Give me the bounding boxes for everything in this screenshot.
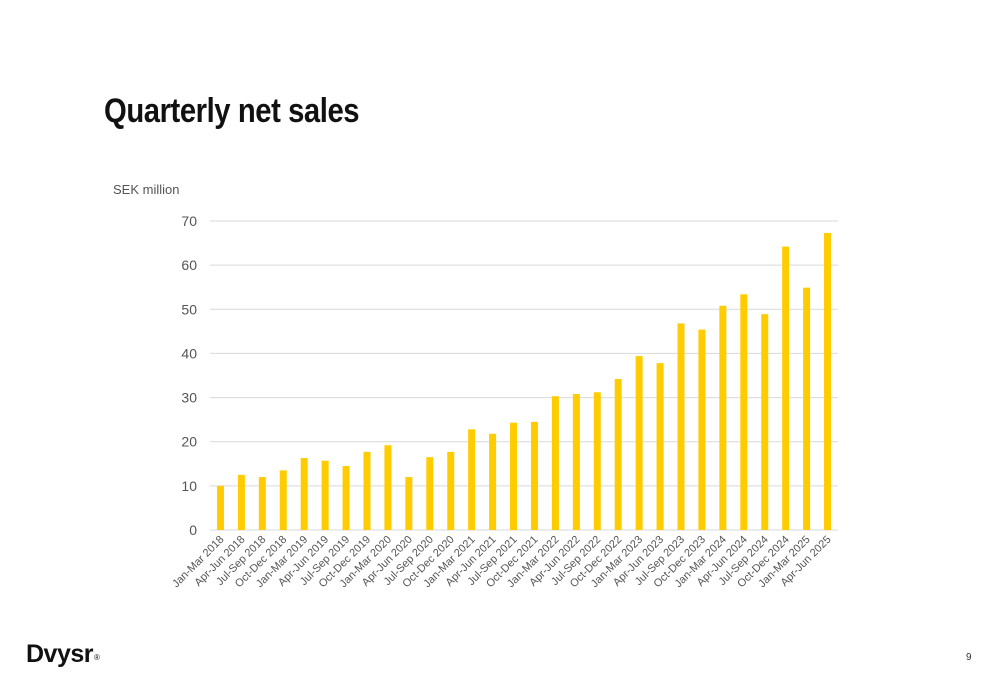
y-tick-label: 20 <box>181 434 197 450</box>
bar <box>572 394 580 530</box>
bar <box>405 477 413 530</box>
bar <box>258 477 266 530</box>
logo-text: Dvysr <box>26 640 94 668</box>
bar <box>363 451 371 530</box>
bar <box>321 460 329 530</box>
y-tick-label: 50 <box>181 301 197 317</box>
y-tick-label: 60 <box>181 257 197 273</box>
bar-chart: SEK million 0 10 20 30 40 50 60 70 Jan-Mar 2018… <box>113 182 838 590</box>
bar <box>530 421 538 530</box>
bar <box>551 396 559 530</box>
bar <box>426 457 434 530</box>
page-number: 9 <box>966 652 972 663</box>
y-tick-label: 70 <box>181 213 197 229</box>
bar <box>279 470 287 530</box>
bar <box>447 451 455 530</box>
bar <box>593 392 601 530</box>
y-axis-label: SEK million <box>113 182 179 197</box>
bar <box>803 287 811 530</box>
y-tick-labels: 0 10 20 30 40 50 60 70 <box>181 213 197 538</box>
registered-mark: ® <box>94 653 100 662</box>
bar <box>635 356 643 530</box>
y-tick-label: 10 <box>181 478 197 494</box>
bar <box>677 323 685 530</box>
company-logo: Dvysr® <box>26 640 100 669</box>
bar <box>614 379 622 530</box>
bar <box>782 246 790 531</box>
bar <box>656 363 664 530</box>
bar <box>237 474 245 530</box>
bar <box>824 232 832 530</box>
bar <box>698 329 706 530</box>
y-tick-label: 30 <box>181 390 197 406</box>
y-tick-label: 0 <box>189 522 197 538</box>
page-title: Quarterly net sales <box>104 92 360 130</box>
bar <box>216 485 224 530</box>
bar <box>342 465 350 530</box>
bar <box>719 305 727 530</box>
gridlines <box>210 220 838 531</box>
bar <box>300 458 308 530</box>
bar <box>384 445 392 530</box>
bar <box>740 294 748 530</box>
y-tick-label: 40 <box>181 345 197 361</box>
bar <box>510 422 518 530</box>
bar <box>468 429 476 530</box>
bar <box>761 314 769 530</box>
bar <box>489 433 497 530</box>
bars <box>216 232 832 531</box>
